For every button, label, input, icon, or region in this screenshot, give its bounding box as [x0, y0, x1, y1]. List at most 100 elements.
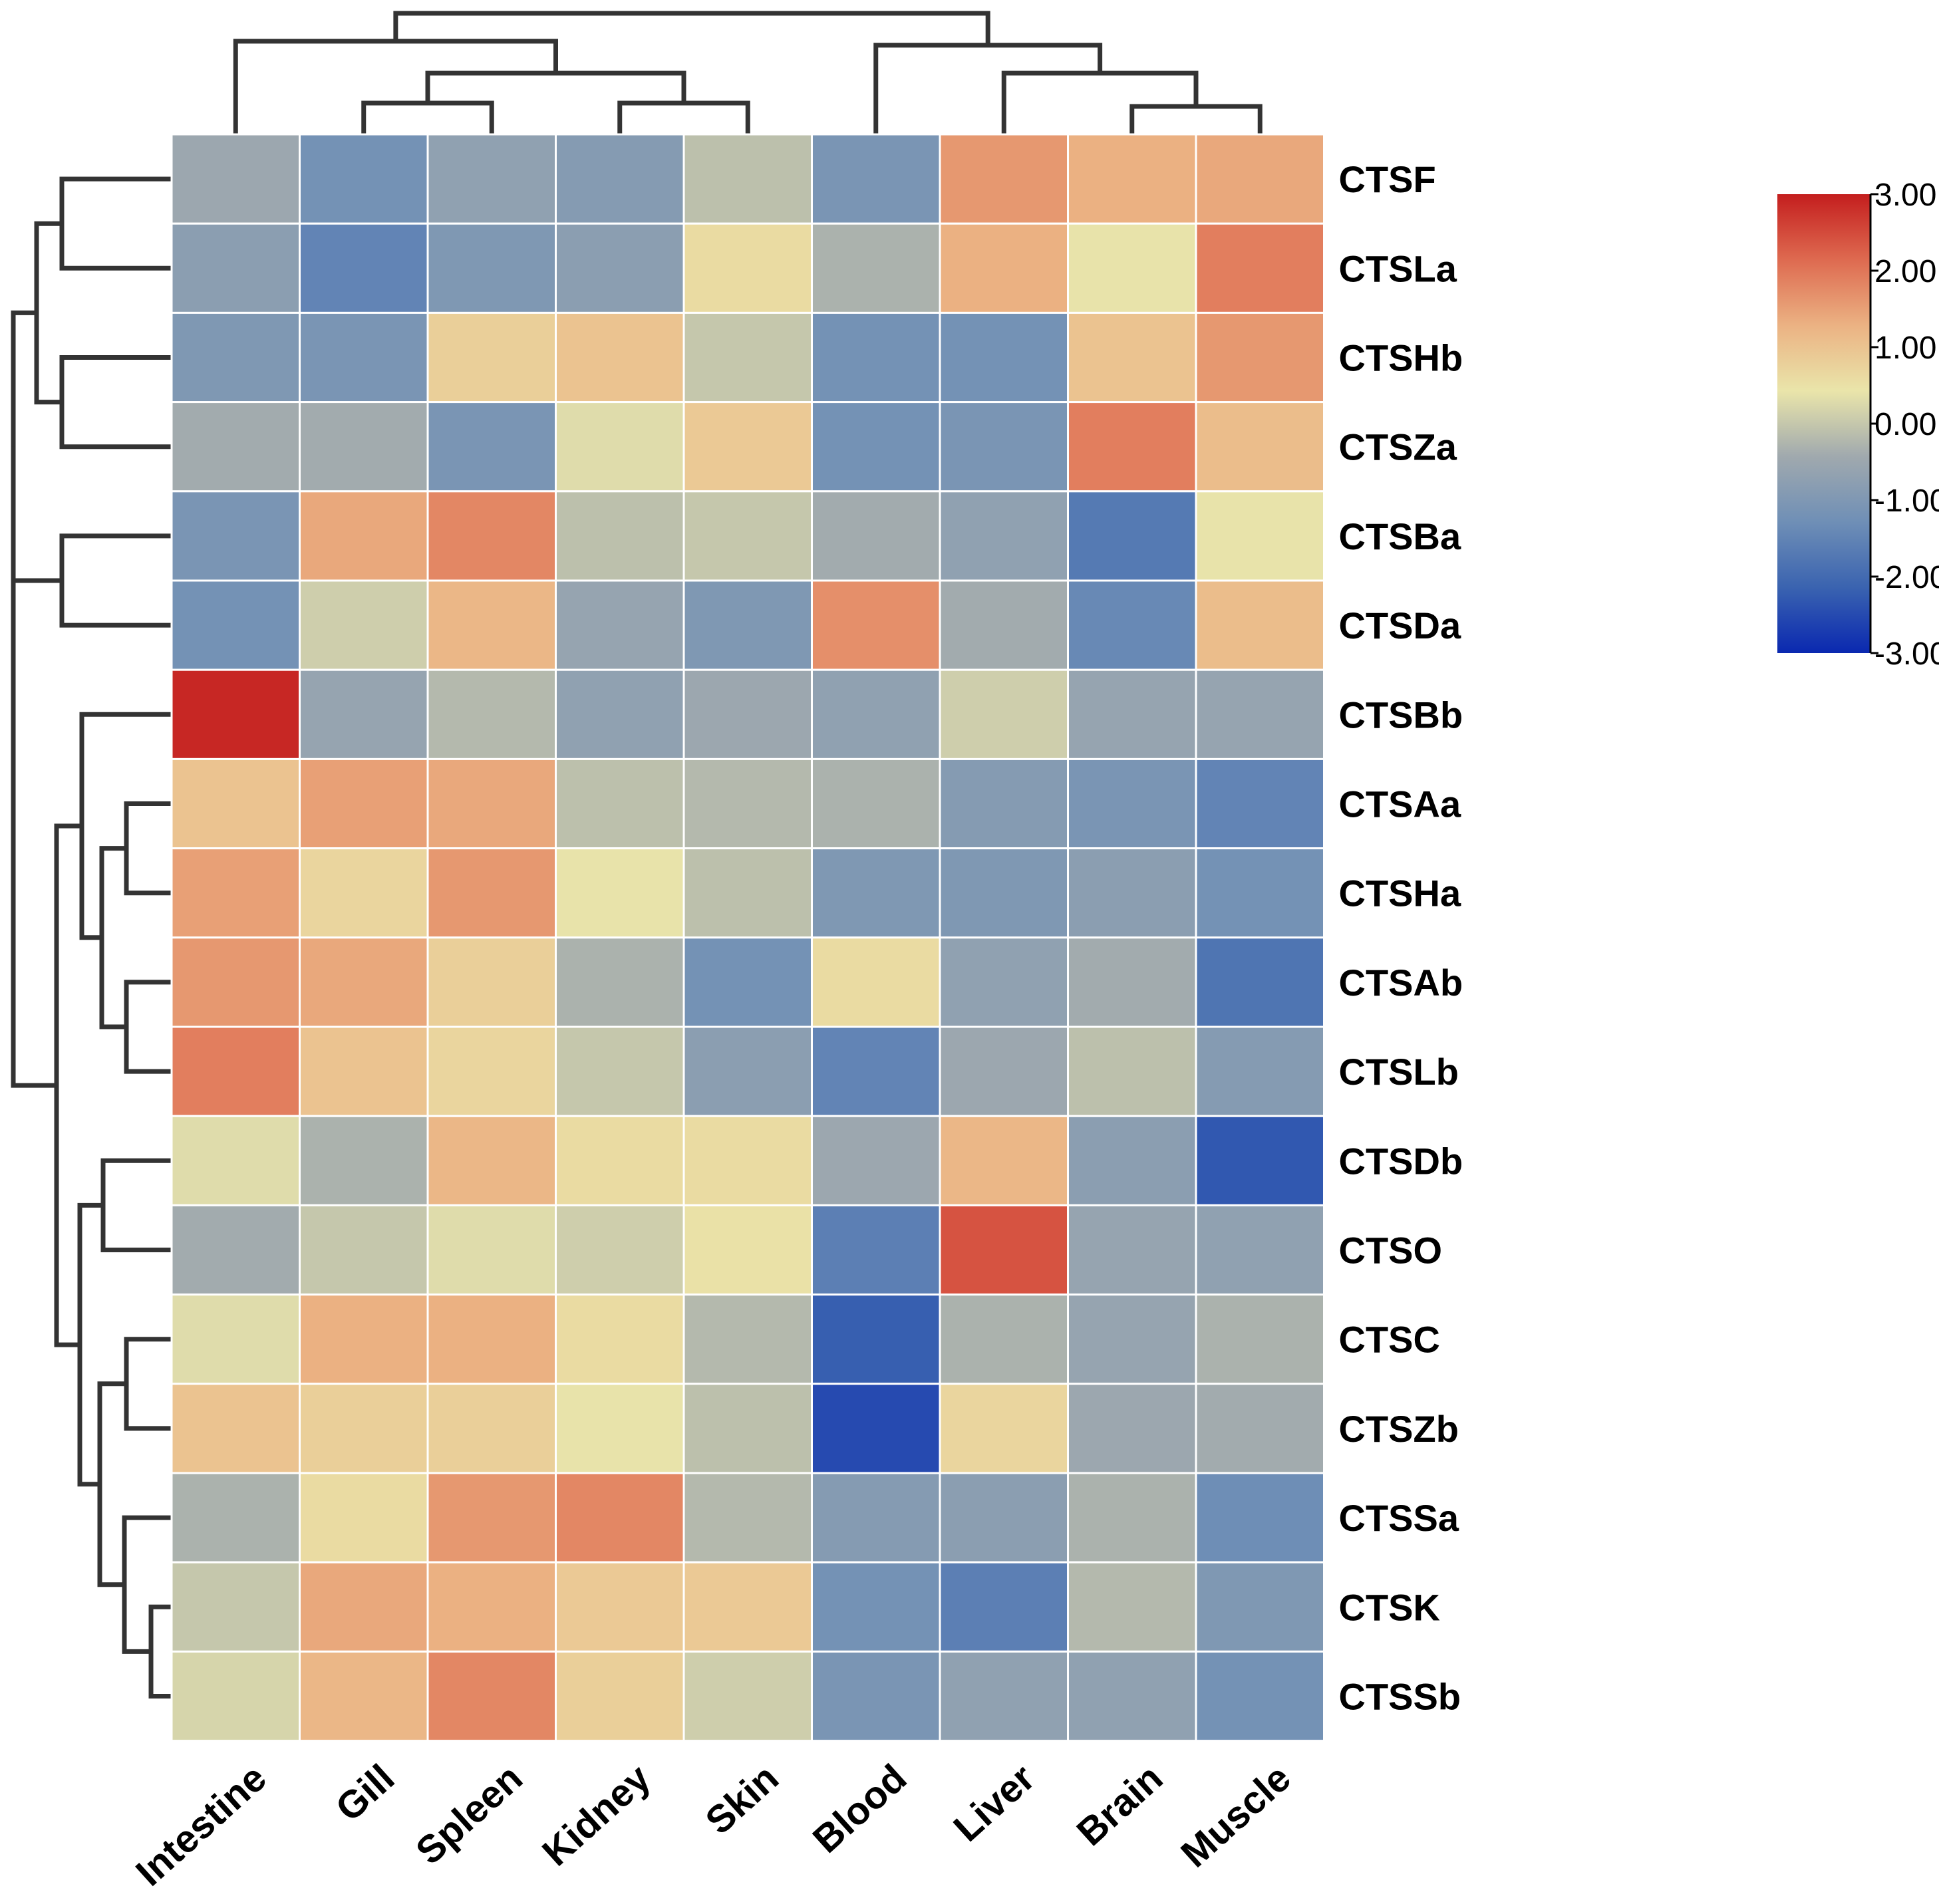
heatmap-cell-CTSZb-Brain: [1067, 1383, 1197, 1474]
row-label-CTSDb: CTSDb: [1339, 1140, 1463, 1182]
heatmap-cell-CTSLa-Blood: [811, 222, 941, 314]
column-dendrogram-link: [393, 11, 990, 45]
heatmap-cell-CTSBa-Intestine: [170, 490, 301, 582]
heatmap-cell-CTSLb-Kidney: [555, 1025, 685, 1117]
heatmap-cell-CTSAb-Gill: [299, 936, 429, 1028]
heatmap-cell-CTSDb-Blood: [811, 1115, 941, 1206]
heatmap-cell-CTSLb-Blood: [811, 1025, 941, 1117]
row-dendrogram-link: [99, 846, 126, 1029]
column-label-Kidney: Kidney: [534, 1756, 659, 1875]
row-dendrogram-link: [124, 980, 172, 1074]
heatmap-cell-CTSLa-Liver: [939, 222, 1069, 314]
heatmap-cell-CTSC-Skin: [682, 1293, 813, 1385]
heatmap-cell-CTSHa-Blood: [811, 847, 941, 939]
heatmap-cell-CTSO-Kidney: [555, 1204, 685, 1296]
heatmap-cell-CTSAa-Blood: [811, 757, 941, 850]
column-labels: Intestine Gill Spleen Kidney Skin Blood Liver B…: [128, 1756, 1299, 1895]
heatmap-cell-CTSDa-Intestine: [170, 579, 301, 671]
heatmap-cell-CTSBb-Liver: [939, 668, 1069, 760]
column-label-Spleen: Spleen: [408, 1756, 531, 1873]
heatmap-cell-CTSK-Gill: [299, 1561, 429, 1653]
row-label-CTSBb: CTSBb: [1339, 694, 1463, 736]
heatmap-cell-CTSZa-Brain: [1067, 401, 1197, 493]
heatmap-cell-CTSBb-Spleen: [426, 668, 557, 760]
column-label-Gill: Gill: [327, 1756, 402, 1830]
heatmap-cell-CTSHa-Spleen: [426, 847, 557, 939]
heatmap-cell-CTSDa-Skin: [682, 579, 813, 671]
heatmap-cell-CTSBb-Brain: [1067, 668, 1197, 760]
heatmap-cell-CTSDa-Kidney: [555, 579, 685, 671]
heatmap-cell-CTSZb-Skin: [682, 1383, 813, 1474]
heatmap-cell-CTSC-Muscle: [1195, 1293, 1325, 1385]
heatmap-cell-CTSLb-Intestine: [170, 1025, 301, 1117]
heatmap-cell-CTSAb-Blood: [811, 936, 941, 1028]
heatmap-cell-CTSLb-Spleen: [426, 1025, 557, 1117]
heatmap-cell-CTSAa-Liver: [939, 757, 1069, 850]
heatmap-cell-CTSK-Kidney: [555, 1561, 685, 1653]
heatmap-cell-CTSZa-Gill: [299, 401, 429, 493]
heatmap-cell-CTSC-Blood: [811, 1293, 941, 1385]
heatmap-cell-CTSDa-Muscle: [1195, 579, 1325, 671]
heatmap-cell-CTSDb-Kidney: [555, 1115, 685, 1206]
heatmap-cell-CTSSa-Blood: [811, 1472, 941, 1564]
heatmap-cell-CTSSa-Intestine: [170, 1472, 301, 1564]
color-scale-tick-label: -3.00: [1874, 636, 1939, 672]
row-label-CTSO: CTSO: [1339, 1230, 1443, 1272]
heatmap-cell-CTSHb-Gill: [299, 311, 429, 404]
row-dendrogram-link: [124, 1337, 172, 1431]
row-label-CTSLb: CTSLb: [1339, 1051, 1459, 1093]
row-dendrogram-link: [59, 533, 172, 628]
heatmap-cell-CTSDb-Spleen: [426, 1115, 557, 1206]
heatmap-cell-CTSDb-Skin: [682, 1115, 813, 1206]
column-dendrogram-link: [425, 70, 686, 103]
heatmap-cell-CTSSa-Liver: [939, 1472, 1069, 1564]
heatmap-cell-CTSC-Spleen: [426, 1293, 557, 1385]
row-label-CTSBa: CTSBa: [1339, 515, 1461, 557]
row-label-CTSDa: CTSDa: [1339, 605, 1461, 646]
heatmap-cell-CTSO-Brain: [1067, 1204, 1197, 1296]
heatmap-cell-CTSAa-Brain: [1067, 757, 1197, 850]
heatmap-cell-CTSZb-Gill: [299, 1383, 429, 1474]
heatmap-cell-CTSAb-Intestine: [170, 936, 301, 1028]
heatmap-cell-CTSF-Muscle: [1195, 133, 1325, 225]
heatmap-cell-CTSBa-Spleen: [426, 490, 557, 582]
column-label-Brain: Brain: [1069, 1756, 1171, 1855]
heatmap-cell-CTSZb-Spleen: [426, 1383, 557, 1474]
heatmap-cell-CTSLa-Gill: [299, 222, 429, 314]
heatmap-cell-CTSHb-Intestine: [170, 311, 301, 404]
heatmap-cell-CTSSa-Brain: [1067, 1472, 1197, 1564]
heatmap-cell-CTSBa-Kidney: [555, 490, 685, 582]
heatmap-cell-CTSSb-Muscle: [1195, 1650, 1325, 1742]
row-label-CTSAa: CTSAa: [1339, 783, 1461, 825]
column-label-Muscle: Muscle: [1173, 1756, 1299, 1876]
heatmap-cell-CTSLa-Muscle: [1195, 222, 1325, 314]
heatmap-cell-CTSZa-Blood: [811, 401, 941, 493]
heatmap-cell-CTSSa-Muscle: [1195, 1472, 1325, 1564]
row-label-CTSHa: CTSHa: [1339, 873, 1461, 914]
heatmap-cell-CTSHa-Muscle: [1195, 847, 1325, 939]
row-dendrogram-link: [148, 1604, 172, 1699]
color-scale-tick-label: 0.00: [1874, 407, 1936, 442]
column-label-Intestine: Intestine: [128, 1756, 275, 1895]
color-scale-bar: [1777, 194, 1870, 653]
row-dendrogram-link: [124, 801, 172, 896]
column-dendrogram-link: [873, 43, 1103, 134]
heatmap-cell-CTSLb-Gill: [299, 1025, 429, 1117]
color-scale-tick-label: -2.00: [1874, 560, 1939, 595]
heatmap-cell-CTSZa-Skin: [682, 401, 813, 493]
heatmap-cell-CTSK-Spleen: [426, 1561, 557, 1653]
heatmap-cell-CTSHb-Brain: [1067, 311, 1197, 404]
row-labels: CTSF CTSLa CTSHb CTSZa CTSBa CTSDa CTSBb CTSAa C…: [1339, 158, 1463, 1717]
heatmap-cell-CTSO-Spleen: [426, 1204, 557, 1296]
heatmap-cell-CTSLb-Muscle: [1195, 1025, 1325, 1117]
heatmap-cell-CTSF-Intestine: [170, 133, 301, 225]
heatmap-cell-CTSLa-Skin: [682, 222, 813, 314]
heatmap-cell-CTSK-Liver: [939, 1561, 1069, 1653]
heatmap-cell-CTSZb-Kidney: [555, 1383, 685, 1474]
heatmap-cell-CTSK-Intestine: [170, 1561, 301, 1653]
heatmap-cell-CTSBb-Skin: [682, 668, 813, 760]
heatmap-cell-CTSDa-Blood: [811, 579, 941, 671]
column-dendrogram-link: [233, 39, 558, 134]
heatmap-cell-CTSLa-Brain: [1067, 222, 1197, 314]
